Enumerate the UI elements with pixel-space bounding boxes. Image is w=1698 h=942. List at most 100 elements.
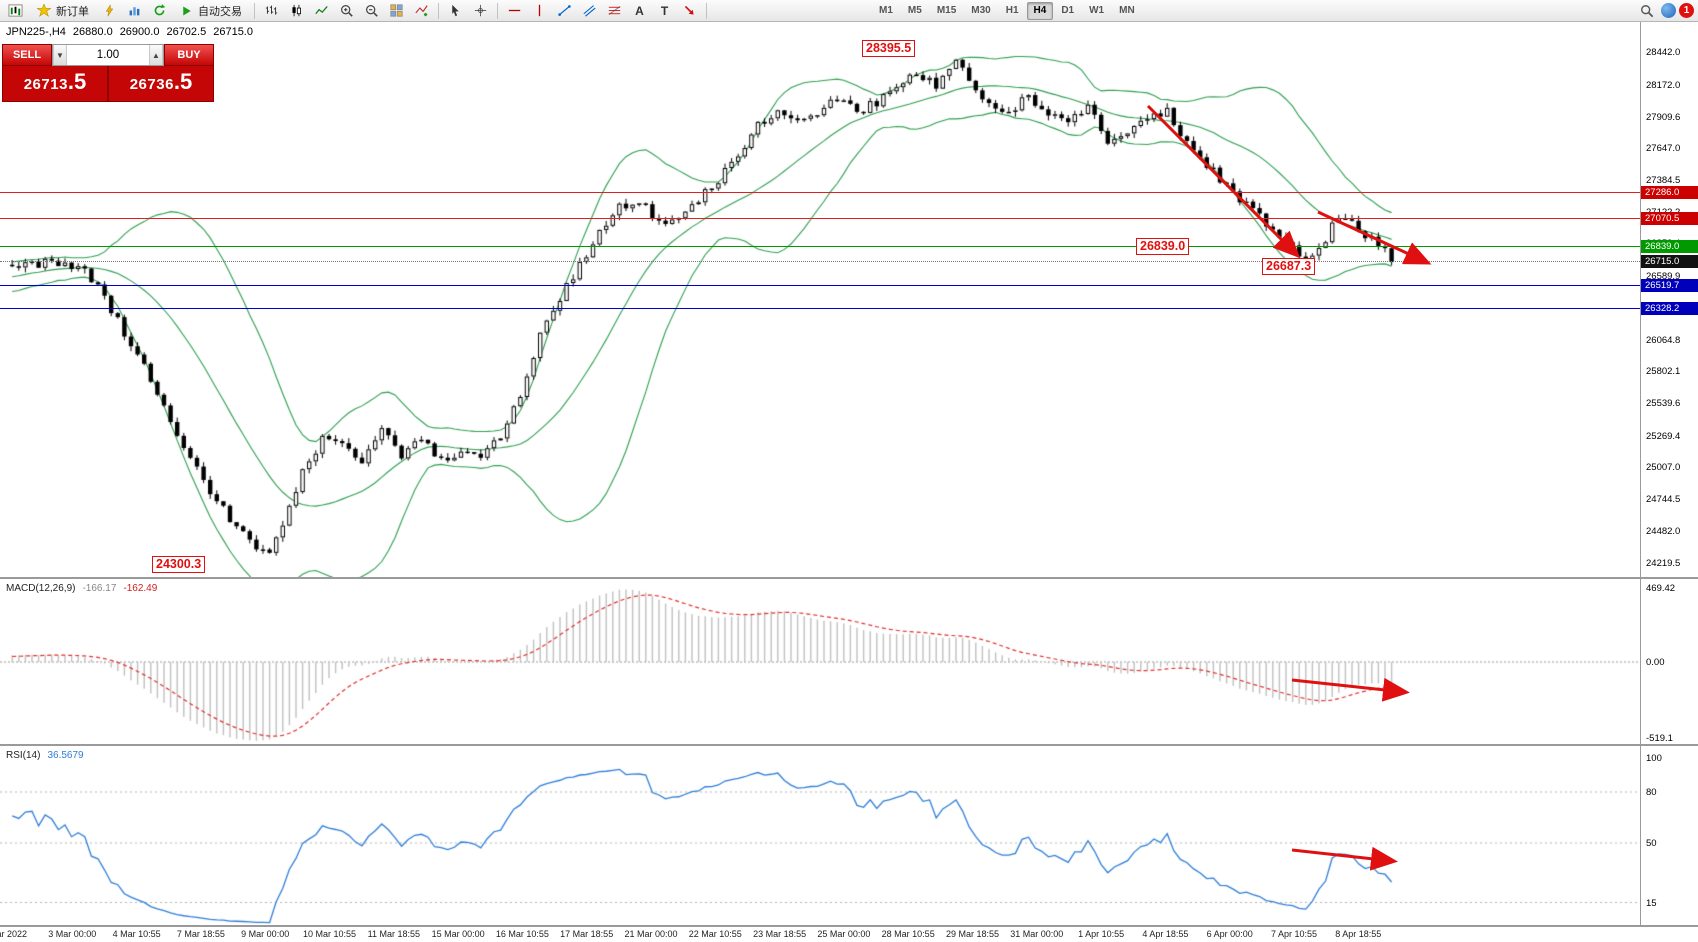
time-axis-label: 11 Mar 18:55	[367, 929, 420, 939]
notification-badge[interactable]: 1	[1679, 3, 1694, 18]
market-watch-icon[interactable]	[123, 1, 146, 20]
new-order-label: 新订单	[56, 5, 89, 18]
timeframe-group: M1 M5 M15 M30 H1 H4 D1 W1 MN	[872, 1, 1142, 20]
axis-separator-line	[1640, 22, 1641, 926]
new-order-icon	[36, 1, 52, 20]
autotrading-button[interactable]: 自动交易	[173, 1, 249, 20]
time-axis-label: 6 Apr 00:00	[1206, 929, 1253, 939]
toolbar-separator	[706, 2, 707, 19]
timeframe-button-d1[interactable]: D1	[1061, 4, 1075, 16]
panel-separator[interactable]	[0, 577, 1698, 579]
autotrading-label: 自动交易	[198, 5, 242, 18]
timeframe-button-h4[interactable]: H4	[1026, 1, 1054, 20]
buy-button[interactable]: BUY	[164, 44, 214, 66]
arrows-tool-icon[interactable]	[678, 1, 701, 20]
buy-price-frac: .5	[173, 69, 193, 94]
price-tag: 26715.0	[1641, 254, 1698, 268]
zoom-out-icon[interactable]	[360, 1, 383, 20]
panel-separator[interactable]	[0, 925, 1698, 927]
time-axis-label: 23 Mar 18:55	[753, 929, 807, 939]
price-tick-label: 25802.1	[1646, 366, 1681, 378]
timeframe-button-w1[interactable]: W1	[1089, 4, 1105, 16]
price-tick-label: 25269.4	[1646, 430, 1681, 442]
time-axis[interactable]: Mar 2022 3 Mar 00:00 4 Mar 10:55 7 Mar 18:5…	[0, 927, 1698, 942]
timeframe-button-mn[interactable]: MN	[1119, 4, 1135, 16]
zoom-in-icon[interactable]	[335, 1, 358, 20]
time-axis-label: 7 Mar 18:55	[176, 929, 225, 939]
macd-indicator-label: MACD(12,26,9) -166.17 -162.49	[6, 583, 157, 594]
text-tool-icon[interactable]: A	[635, 3, 644, 18]
cursor-icon[interactable]	[444, 1, 467, 20]
search-icon[interactable]	[1635, 1, 1658, 20]
macd-axis-label: 469.42	[1646, 583, 1676, 595]
timeframe-button-m15[interactable]: M15	[936, 4, 957, 16]
price-tick-label: 24482.0	[1646, 525, 1681, 537]
main-chart-canvas[interactable]	[0, 22, 1640, 577]
time-axis-label: 31 Mar 00:00	[1010, 929, 1064, 939]
price-tick-label: 27647.0	[1646, 143, 1681, 155]
price-tick-label: 27909.6	[1646, 111, 1681, 123]
new-chart-icon[interactable]	[4, 1, 27, 20]
indicators-icon[interactable]	[410, 1, 433, 20]
price-tag: 26328.2	[1641, 301, 1698, 315]
rsi-canvas[interactable]	[0, 746, 1640, 926]
buy-price[interactable]: 26736.5	[108, 66, 214, 102]
sell-price[interactable]: 26713.5	[2, 66, 108, 102]
line-chart-icon[interactable]	[310, 1, 333, 20]
timeframe-button-h1[interactable]: H1	[1005, 4, 1019, 16]
time-axis-label: 4 Apr 18:55	[1142, 929, 1189, 939]
sell-button[interactable]: SELL	[2, 44, 52, 66]
close-value: 26715.0	[213, 26, 253, 38]
text-label-tool-icon[interactable]: T	[660, 3, 669, 18]
price-tick-label: 24744.5	[1646, 494, 1681, 506]
tile-windows-icon[interactable]	[385, 1, 408, 20]
rsi-axis-label: 80	[1646, 787, 1657, 798]
macd-name: MACD(12,26,9)	[6, 583, 76, 594]
volume-field[interactable]: ▼ 1.00 ▲	[52, 44, 164, 66]
time-axis-label: 29 Mar 18:55	[945, 929, 1000, 939]
rsi-axis-label: 100	[1646, 753, 1662, 764]
channel-icon[interactable]	[578, 1, 601, 20]
horizontal-line-icon[interactable]	[503, 1, 526, 20]
macd-main-value: -166.17	[82, 583, 117, 594]
time-axis-label: 7 Apr 10:55	[1270, 929, 1318, 939]
rsi-name: RSI(14)	[6, 750, 41, 761]
price-tick-label: 27384.5	[1646, 175, 1681, 186]
main-toolbar: 新订单 自动交易	[0, 0, 1698, 22]
high-value: 26900.0	[119, 26, 160, 38]
fibonacci-icon[interactable]	[603, 1, 626, 20]
toolbar-separator	[497, 2, 498, 19]
time-axis-label: 21 Mar 00:00	[624, 929, 678, 939]
rsi-value: 36.5679	[47, 750, 84, 761]
timeframe-button-m5[interactable]: M5	[907, 4, 922, 16]
price-tag: 26519.7	[1641, 278, 1698, 292]
timeframe-button-m1[interactable]: M1	[879, 4, 893, 16]
symbol-label: JPN225-,H4	[6, 26, 66, 38]
buy-price-main: 26736	[129, 76, 174, 93]
refresh-icon[interactable]	[148, 1, 171, 20]
timeframe-button-m30[interactable]: M30	[971, 4, 991, 16]
crosshair-icon[interactable]	[469, 1, 492, 20]
price-tag: 26839.0	[1641, 239, 1698, 253]
price-tag: 27070.5	[1641, 211, 1698, 225]
expert-advisor-icon[interactable]	[98, 1, 121, 20]
new-order-button[interactable]: 新订单	[29, 1, 96, 20]
time-axis-label: Mar 2022	[0, 929, 28, 939]
rsi-axis-label: 15	[1646, 897, 1657, 909]
one-click-trading-panel: SELL ▼ 1.00 ▲ BUY 26713.5 26736.5	[2, 44, 214, 102]
vertical-line-icon[interactable]	[528, 1, 551, 20]
macd-canvas[interactable]	[0, 579, 1640, 744]
volume-increase-button[interactable]: ▲	[149, 45, 163, 65]
panel-separator[interactable]	[0, 744, 1698, 746]
time-axis-label: 16 Mar 10:55	[495, 929, 549, 939]
community-icon[interactable]	[1661, 3, 1676, 18]
low-value: 26702.5	[166, 26, 207, 38]
volume-value[interactable]: 1.00	[96, 49, 120, 61]
volume-decrease-button[interactable]: ▼	[53, 45, 67, 65]
trendline-icon[interactable]	[553, 1, 576, 20]
candlestick-chart-icon[interactable]	[285, 1, 308, 20]
autotrading-icon	[180, 1, 194, 20]
price-tick-label: 26589.9	[1646, 271, 1681, 283]
bar-chart-icon[interactable]	[260, 1, 283, 20]
